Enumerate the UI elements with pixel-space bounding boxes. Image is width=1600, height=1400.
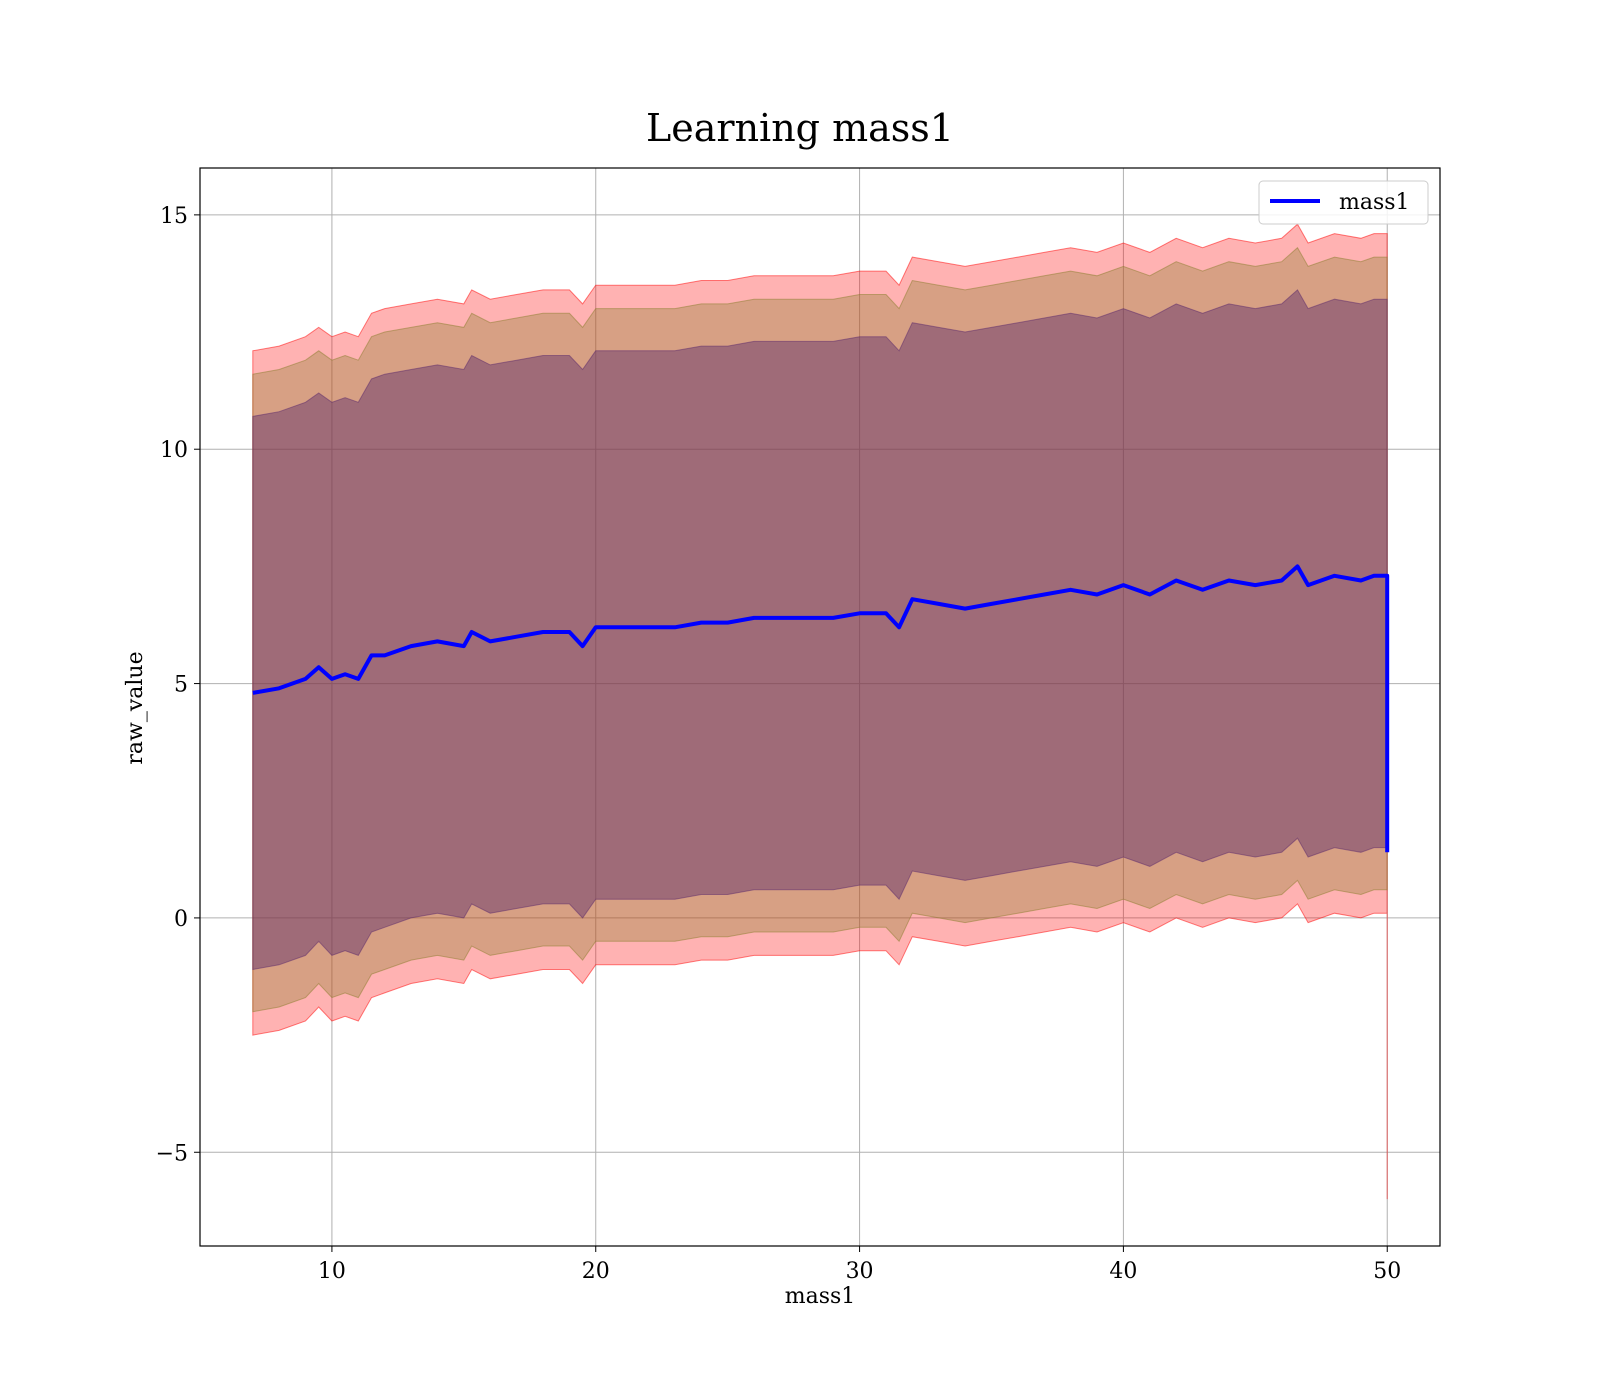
y-tick-label: 0: [174, 907, 188, 932]
x-tick-label: 10: [318, 1259, 346, 1284]
y-tick-label: 15: [160, 204, 188, 229]
plot-area-frame: [199, 167, 1441, 1247]
chart-title: Learning mass1: [646, 106, 954, 150]
y-tick-label: 5: [174, 673, 188, 698]
band-outer: [252, 223, 1388, 1200]
legend: mass1: [1258, 180, 1429, 225]
x-axis-label: mass1: [785, 1284, 856, 1309]
band-layer: [252, 223, 1388, 1200]
series-line-mass1: [252, 564, 1390, 853]
x-tick-label: 50: [1373, 1259, 1401, 1284]
x-tick-label: 20: [582, 1259, 610, 1284]
legend-label-mass1: mass1: [1339, 190, 1410, 215]
y-axis-label: raw_value: [123, 651, 148, 764]
tick-layer: 10 20 30 40 50 −5 0 5 10 15: [156, 204, 1402, 1284]
y-tick-label: 10: [160, 438, 188, 463]
x-tick-label: 30: [846, 1259, 874, 1284]
x-tick-label: 40: [1109, 1259, 1137, 1284]
grid-layer: [200, 168, 1440, 1246]
legend-box: [1258, 180, 1429, 225]
y-tick-label: −5: [156, 1141, 188, 1166]
band-middle: [252, 246, 1388, 1013]
line-layer: [252, 564, 1390, 853]
